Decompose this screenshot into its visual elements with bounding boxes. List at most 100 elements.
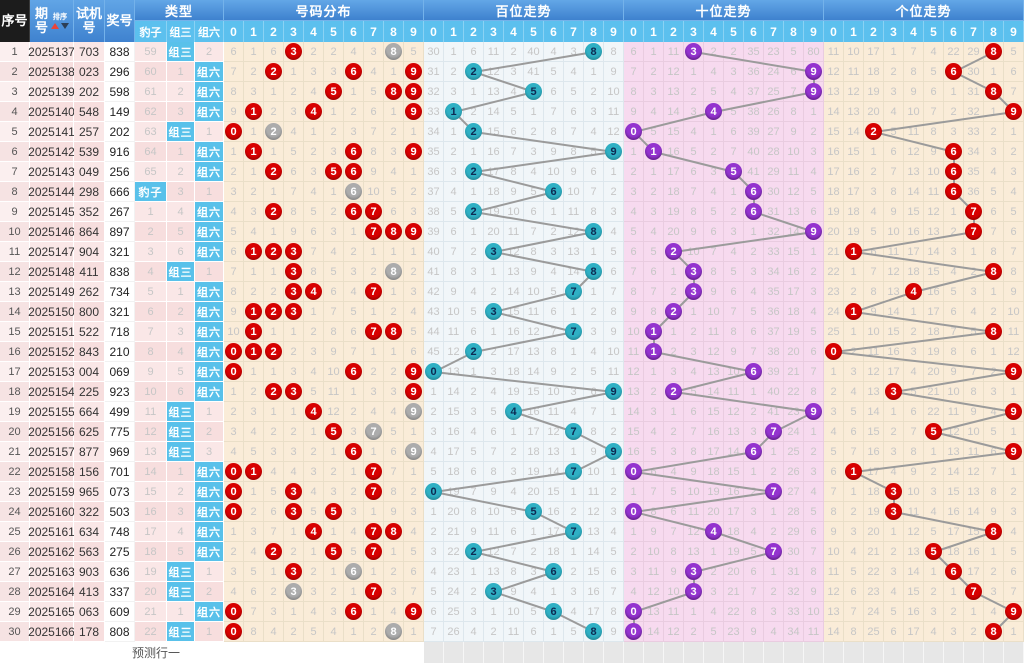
units-cell: 2 <box>944 222 964 242</box>
units-cell: 1 <box>924 442 944 462</box>
hundreds-cell: 1 <box>564 542 584 562</box>
hundreds-cell: 2 <box>504 42 524 62</box>
hundreds-cell: 11 <box>524 302 544 322</box>
dist-cell: 3 <box>284 282 304 302</box>
dist-cell: 6 <box>344 62 364 82</box>
tens-cell: 34 <box>764 262 784 282</box>
dist-cell: 3 <box>324 482 344 502</box>
type-cell: 组六 <box>195 302 224 322</box>
tens-cell: 4 <box>644 102 664 122</box>
sort-control[interactable]: 排序 <box>50 13 69 29</box>
dist-cell: 6 <box>404 562 424 582</box>
hundreds-group-header: 百位走势 <box>424 0 624 21</box>
hundreds-cell: 16 <box>484 142 504 162</box>
table-row: 24 2025160 322 503 16 3 组六 0 2 6 3 5 5 3 1 9 3 1 20 8 10 5 5 16… <box>0 502 1024 522</box>
table-row: 10 2025146 864 897 2 5 组六 5 4 1 9 6 3 1 7 8 9 39 6 1 20 11 7 2 1… <box>0 222 1024 242</box>
type-cell: 2 <box>195 582 224 602</box>
dist-cell: 5 <box>384 422 404 442</box>
dist-cell: 3 <box>244 202 264 222</box>
hundreds-cell: 5 <box>544 62 564 82</box>
prize-number-cell: 321 <box>105 302 135 322</box>
table-row: 15 2025151 522 718 7 3 组六 10 1 1 1 2 8 6 7 8 5 44 11 6 1 16 12… <box>0 322 1024 342</box>
seq-cell: 4 <box>0 102 30 122</box>
prize-number-cell: 296 <box>105 62 135 82</box>
tens-digit-ball: 3 <box>685 563 702 580</box>
tens-digit-ball: 0 <box>625 603 642 620</box>
test-number-cell: 877 <box>74 442 105 462</box>
dist-cell: 3 <box>284 362 304 382</box>
units-cell: 8 <box>984 242 1004 262</box>
units-cell: 13 <box>904 162 924 182</box>
units-cell: 4 <box>984 162 1004 182</box>
hundreds-cell: 1 <box>544 582 564 602</box>
prize-digit-ball: 6 <box>945 563 962 580</box>
tens-cell: 34 <box>784 622 804 642</box>
hundreds-cell: 24 <box>444 582 464 602</box>
tens-cell: 2 <box>744 242 764 262</box>
tens-cell: 9 <box>784 122 804 142</box>
footer-empty-cell <box>504 642 524 663</box>
hundreds-digit-ball: 6 <box>545 563 562 580</box>
hundreds-cell: 13 <box>584 522 604 542</box>
dist-cell: 9 <box>404 362 424 382</box>
hundreds-cell: 5 <box>544 282 564 302</box>
hundreds-cell: 3 <box>604 502 624 522</box>
hundreds-cell: 2 <box>524 542 544 562</box>
prize-digit-ball: 2 <box>265 243 282 260</box>
prize-digit-ball: 0 <box>225 123 242 140</box>
tens-cell: 11 <box>644 562 664 582</box>
units-cell: 11 <box>904 502 924 522</box>
sort-desc-icon[interactable] <box>60 22 69 29</box>
hundreds-cell: 1 <box>444 122 464 142</box>
hundreds-cell: 9 <box>584 442 604 462</box>
dist-cell: 3 <box>304 162 324 182</box>
units-cell: 11 <box>904 122 924 142</box>
dist-cell: 2 <box>384 562 404 582</box>
units-cell: 16 <box>924 282 944 302</box>
dist-cell: 6 <box>264 42 284 62</box>
tens-cell: 9 <box>744 622 764 642</box>
tens-digit-ball: 6 <box>745 183 762 200</box>
hundreds-cell: 8 <box>584 202 604 222</box>
tens-cell: 80 <box>804 42 824 62</box>
units-cell: 3 <box>884 562 904 582</box>
dist-cell: 4 <box>384 602 404 622</box>
hundreds-digit-ball: 6 <box>545 183 562 200</box>
dist-cell: 3 <box>324 222 344 242</box>
tens-cell: 8 <box>644 302 664 322</box>
prize-digit-ball: 7 <box>365 523 382 540</box>
period-cell: 2025155 <box>28 402 75 422</box>
tens-cell: 12 <box>724 402 744 422</box>
prize-digit-ball: 6 <box>945 63 962 80</box>
dist-cell: 4 <box>404 522 424 542</box>
seq-cell: 30 <box>0 622 30 642</box>
dist-cell: 2 <box>344 402 364 422</box>
prize-digit-ball: 6 <box>945 163 962 180</box>
tens-cell: 0 <box>624 502 644 522</box>
hundreds-cell: 31 <box>424 62 444 82</box>
units-cell: 10 <box>924 162 944 182</box>
type-cell: 4 <box>167 522 195 542</box>
digit-col-header: 3 <box>484 21 504 42</box>
sort-asc-icon[interactable] <box>50 22 59 29</box>
units-cell: 22 <box>924 402 944 422</box>
tens-digit-ball: 5 <box>725 163 742 180</box>
dist-cell: 6 <box>344 142 364 162</box>
tens-digit-ball: 3 <box>685 283 702 300</box>
dist-cell: 2 <box>344 102 364 122</box>
dist-cell: 4 <box>364 402 384 422</box>
type-cell: 2 <box>195 422 224 442</box>
tens-cell: 17 <box>724 502 744 522</box>
units-cell: 16 <box>944 502 964 522</box>
dist-cell: 2 <box>224 162 244 182</box>
prize-digit-ball: 6 <box>345 63 362 80</box>
dist-cell: 4 <box>344 282 364 302</box>
dist-cell: 1 <box>404 162 424 182</box>
tens-cell: 1 <box>764 502 784 522</box>
tens-cell: 1 <box>644 322 664 342</box>
units-cell: 2 <box>844 502 864 522</box>
units-cell: 4 <box>884 102 904 122</box>
hundreds-cell: 8 <box>504 162 524 182</box>
type-cell: 组六 <box>195 322 224 342</box>
dist-cell: 9 <box>324 342 344 362</box>
